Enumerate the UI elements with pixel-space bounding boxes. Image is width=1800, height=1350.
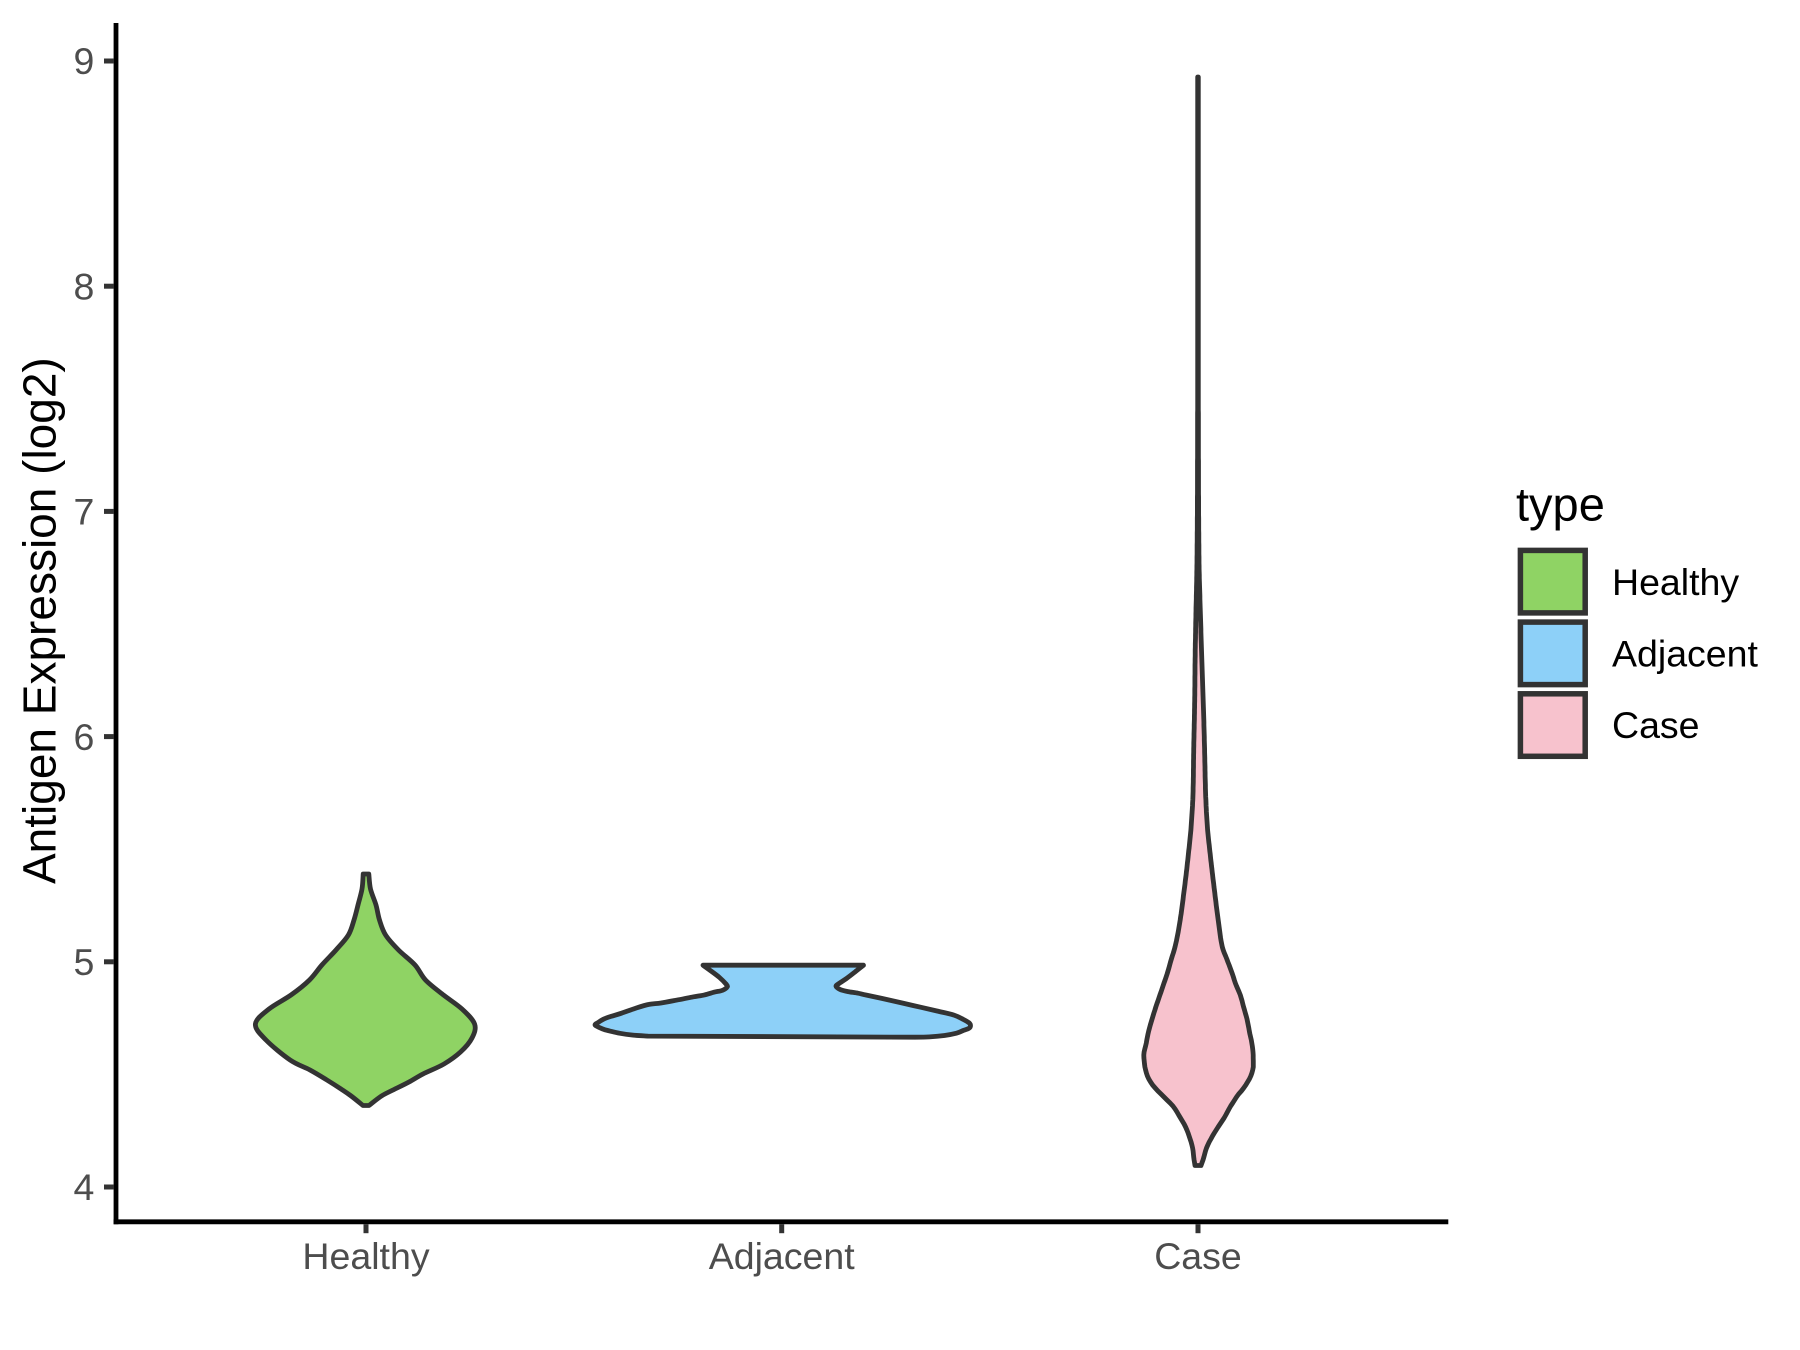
svg-text:Antigen Expression (log2): Antigen Expression (log2) (13, 357, 65, 884)
svg-text:Case: Case (1612, 704, 1700, 746)
svg-text:4: 4 (73, 1166, 94, 1208)
svg-text:Case: Case (1154, 1235, 1242, 1277)
svg-text:Healthy: Healthy (1612, 561, 1739, 603)
svg-text:Adjacent: Adjacent (1612, 633, 1759, 675)
svg-text:type: type (1516, 478, 1605, 531)
svg-text:7: 7 (73, 491, 94, 533)
svg-text:9: 9 (73, 40, 94, 82)
svg-text:Healthy: Healthy (302, 1235, 429, 1277)
svg-text:5: 5 (73, 941, 94, 983)
svg-text:Adjacent: Adjacent (709, 1235, 856, 1277)
svg-text:6: 6 (73, 716, 94, 758)
svg-text:8: 8 (73, 265, 94, 307)
